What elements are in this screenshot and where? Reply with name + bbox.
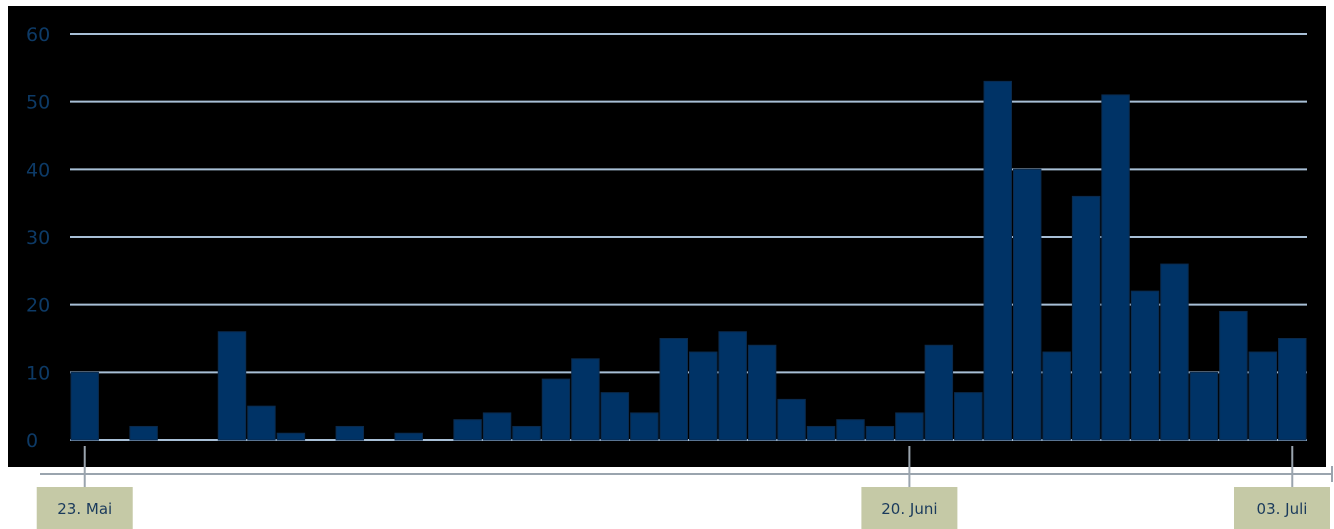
- y-tick-label: 30: [26, 227, 50, 249]
- bar: [217, 331, 247, 441]
- bar: [512, 425, 541, 441]
- y-axis-ticks: 0 10 20 30 40 50 60: [26, 24, 50, 452]
- bar: [689, 351, 718, 441]
- bar: [1130, 290, 1160, 441]
- bar: [541, 378, 571, 441]
- x-tick-label: 20. Juni: [881, 500, 937, 518]
- bar: [865, 425, 895, 441]
- bar: [630, 412, 659, 441]
- bar: [1042, 351, 1071, 441]
- bar: [1101, 94, 1130, 441]
- bar: [1071, 195, 1101, 441]
- bar: [335, 425, 365, 441]
- x-axis-labels: 23. Mai 20. Juni 03. Juli: [36, 446, 1330, 529]
- grid-lines: [70, 33, 1307, 441]
- x-label-box: [861, 487, 958, 529]
- y-tick-label: 50: [26, 92, 50, 114]
- x-label-box: [36, 487, 133, 529]
- bar: [394, 432, 423, 441]
- bars: [70, 80, 1307, 441]
- bar: [1278, 338, 1307, 441]
- bar: [806, 425, 836, 441]
- bar: [600, 392, 630, 441]
- bar: [983, 80, 1012, 441]
- bar: [895, 412, 924, 441]
- x-tick-label: 23. Mai: [57, 500, 112, 518]
- bar: [1248, 351, 1278, 441]
- bar: [129, 425, 158, 441]
- bar: [247, 405, 276, 441]
- bar: [453, 419, 482, 441]
- bar: [70, 371, 99, 441]
- bar: [1189, 371, 1219, 441]
- bar: [276, 432, 306, 441]
- bar: [777, 398, 806, 441]
- bar: [718, 331, 747, 441]
- y-tick-label: 0: [26, 430, 38, 452]
- bar: [659, 338, 688, 441]
- bar: [836, 419, 865, 441]
- x-axis: [40, 466, 1333, 482]
- bar: [1160, 263, 1189, 441]
- x-tick-label: 03. Juli: [1257, 500, 1308, 518]
- x-label-box: [1234, 487, 1330, 529]
- y-tick-label: 20: [26, 295, 50, 317]
- bar: [747, 344, 777, 441]
- bar: [1012, 168, 1042, 441]
- bar: [954, 392, 983, 441]
- bar: [482, 412, 512, 441]
- bar: [924, 344, 954, 441]
- y-tick-label: 60: [26, 24, 50, 46]
- y-tick-label: 40: [26, 159, 50, 181]
- bar: [1219, 310, 1248, 441]
- y-tick-label: 10: [26, 362, 50, 384]
- bar: [571, 358, 600, 441]
